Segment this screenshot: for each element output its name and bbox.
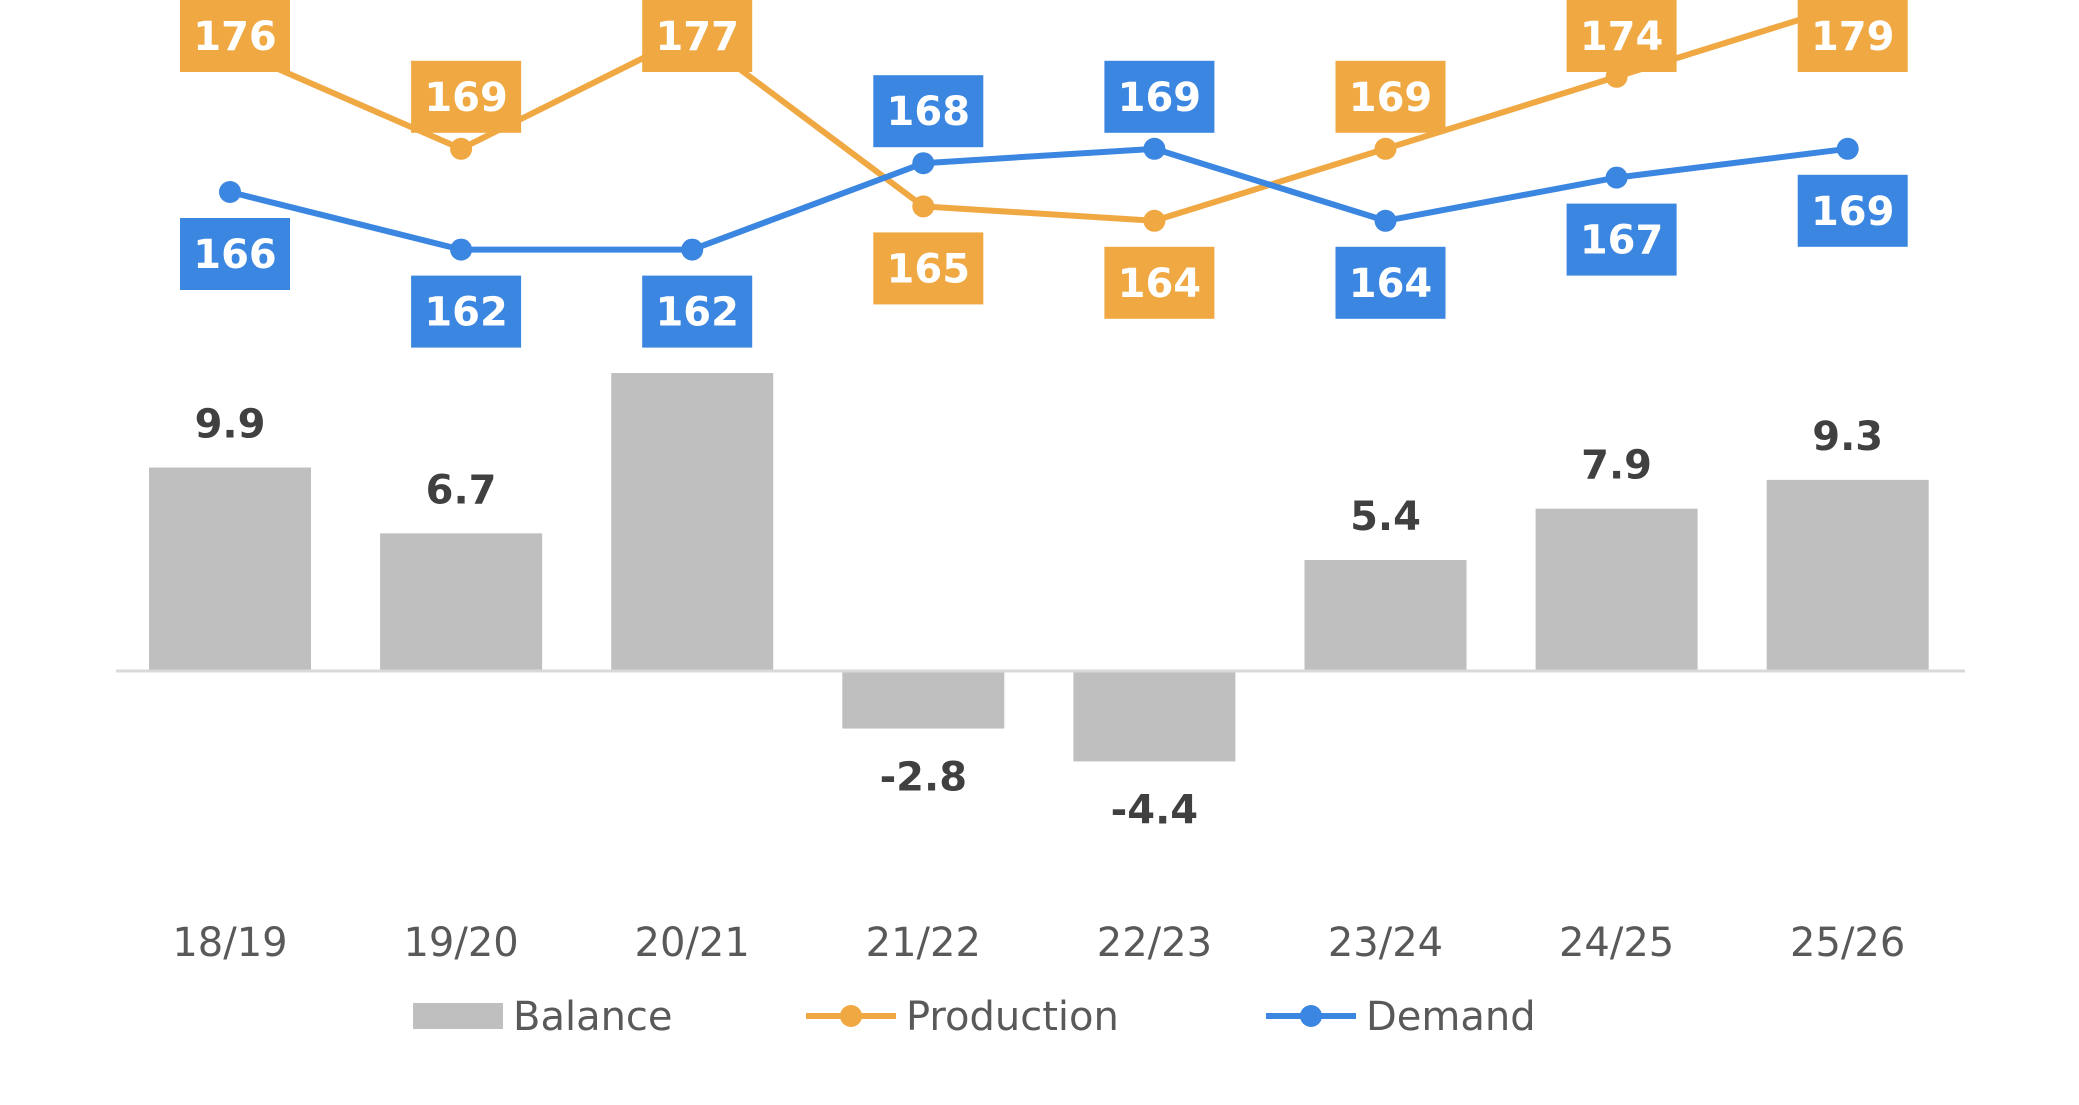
demand-label-box — [180, 218, 290, 290]
production-label-text: 169 — [1349, 75, 1433, 121]
demand-label-text: 169 — [1811, 189, 1895, 235]
demand-label-box — [873, 75, 984, 148]
balance-bar — [1535, 508, 1698, 671]
production-label-text: 176 — [193, 14, 277, 60]
demand-data-label: 166 — [180, 218, 290, 290]
production-label-box — [411, 60, 522, 133]
balance-data-label: -4.4 — [1111, 787, 1198, 833]
demand-data-label: 169 — [1104, 60, 1215, 133]
demand-point — [912, 152, 935, 175]
production-data-label: 174 — [1566, 0, 1677, 72]
demand-point — [1605, 166, 1628, 189]
production-label-box — [1335, 60, 1446, 133]
demand-data-label: 167 — [1566, 203, 1677, 276]
production-label-text: 169 — [424, 75, 508, 121]
balance-bar — [1766, 479, 1929, 671]
legend-layer: Balance Production Demand — [413, 994, 1536, 1040]
legend-demand-marker — [1300, 1005, 1322, 1027]
legend-balance-label: Balance — [513, 994, 673, 1040]
demand-line — [229, 145, 1849, 253]
balance-data-label: 9.3 — [1812, 414, 1883, 460]
demand-data-label: 169 — [1797, 174, 1908, 247]
production-data-label: 169 — [411, 60, 522, 133]
demand-label-box — [642, 275, 753, 348]
demand-data-label: 162 — [411, 275, 522, 348]
x-tick-label: 25/26 — [1790, 920, 1905, 966]
production-point — [1143, 209, 1166, 232]
demand-label-text: 168 — [887, 89, 971, 135]
demand-data-label: 164 — [1335, 246, 1446, 319]
demand-label-box — [1335, 246, 1446, 319]
demand-point — [1374, 209, 1397, 232]
production-data-label: 179 — [1797, 0, 1908, 72]
demand-label-text: 166 — [193, 232, 277, 278]
bar-labels-layer: 9.96.714.5-2.8-4.45.47.99.3 — [195, 307, 1884, 833]
balance-data-label: 6.7 — [426, 467, 497, 513]
production-point — [1374, 137, 1397, 160]
balance-data-label: -2.8 — [880, 755, 967, 801]
demand-label-text: 167 — [1580, 218, 1664, 264]
x-tick-label: 20/21 — [635, 920, 750, 966]
demand-label-box — [1797, 174, 1908, 247]
production-label-box — [1104, 246, 1215, 319]
legend-production-label: Production — [906, 994, 1119, 1040]
demand-label-text: 162 — [655, 290, 739, 336]
production-point — [912, 195, 935, 218]
balance-data-label: 9.9 — [195, 402, 266, 448]
production-label-box — [1797, 0, 1908, 72]
demand-label-box — [411, 275, 522, 348]
demand-data-label: 168 — [873, 75, 984, 148]
demand-data-label: 162 — [642, 275, 753, 348]
balance-bar — [1304, 560, 1467, 671]
demand-point — [681, 238, 704, 261]
legend-balance-swatch — [413, 1003, 503, 1029]
legend-demand-label: Demand — [1366, 994, 1536, 1040]
production-point — [450, 137, 473, 160]
bars-layer — [149, 373, 1929, 762]
production-data-label: 176 — [180, 0, 290, 72]
demand-point — [219, 181, 241, 203]
production-label-text: 164 — [1118, 261, 1202, 307]
production-data-label: 164 — [1104, 246, 1215, 319]
legend-production-marker — [840, 1005, 862, 1027]
production-label-box — [180, 0, 290, 72]
balance-data-label: 5.4 — [1350, 494, 1421, 540]
production-data-label: 165 — [873, 232, 984, 305]
balance-bar — [611, 373, 774, 671]
x-tick-label: 24/25 — [1559, 920, 1674, 966]
production-label-box — [642, 0, 753, 72]
x-tick-label: 19/20 — [403, 920, 518, 966]
demand-point — [450, 238, 473, 261]
production-label-text: 177 — [655, 14, 739, 60]
x-tick-label: 23/24 — [1328, 920, 1443, 966]
production-data-label: 177 — [642, 0, 753, 72]
balance-bar — [149, 467, 311, 671]
production-label-text: 174 — [1580, 14, 1664, 60]
production-label-box — [873, 232, 984, 305]
balance-bar — [842, 671, 1005, 729]
production-label-text: 165 — [887, 246, 971, 292]
x-tick-label: 22/23 — [1097, 920, 1212, 966]
x-tick-label: 18/19 — [172, 920, 287, 966]
x-tick-label: 21/22 — [866, 920, 981, 966]
production-data-label: 169 — [1335, 60, 1446, 133]
production-label-box — [1566, 0, 1677, 72]
demand-label-text: 169 — [1118, 75, 1202, 121]
ticks-layer: 18/19 19/20 20/21 21/22 22/23 23/24 24/25 25/26 — [172, 920, 1905, 966]
demand-label-box — [1104, 60, 1215, 133]
demand-label-text: 164 — [1349, 261, 1433, 307]
demand-label-box — [1566, 203, 1677, 276]
balance-bar — [1073, 671, 1236, 762]
demand-point — [1836, 137, 1859, 160]
demand-label-text: 162 — [424, 290, 508, 336]
line-labels-layer: 176 169 177 165 164 169 174 179 166 162 162 168 169 1… — [180, 0, 1908, 348]
production-label-text: 179 — [1811, 14, 1895, 60]
balance-bar — [380, 533, 543, 671]
demand-point — [1143, 137, 1166, 160]
balance-data-label: 7.9 — [1581, 443, 1652, 489]
